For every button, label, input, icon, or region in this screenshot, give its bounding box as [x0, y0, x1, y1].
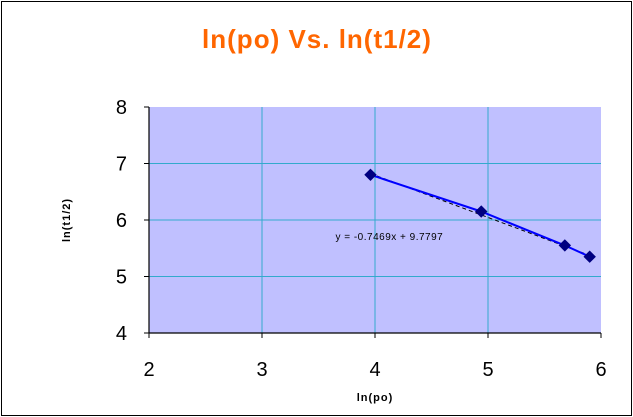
- y-tick-label: 5: [116, 267, 127, 289]
- data-point: [475, 205, 488, 218]
- trendline-equation: y = -0.7469x + 9.7797: [335, 232, 443, 243]
- x-tick-label: 5: [482, 359, 493, 381]
- y-tick-label: 7: [116, 154, 127, 176]
- x-axis-label: ln(po): [357, 392, 394, 404]
- data-point: [558, 239, 572, 252]
- x-tick-label: 6: [595, 359, 606, 381]
- data-point: [364, 168, 377, 182]
- y-tick-label: 8: [116, 97, 127, 119]
- tick-labels: 2 3 4 5 6 4 5 6 7 8: [116, 97, 607, 381]
- y-tick-label: 4: [116, 323, 127, 345]
- y-axis-label: ln(t1/2): [61, 198, 73, 242]
- axes: [144, 106, 602, 338]
- grid-lines: [149, 107, 601, 333]
- x-tick-label: 3: [256, 359, 267, 381]
- series-group: [364, 168, 596, 263]
- series-line: [370, 173, 591, 258]
- chart-title: ln(po) Vs. ln(t1/2): [202, 24, 432, 54]
- y-tick-label: 6: [116, 210, 127, 232]
- x-tick-label: 4: [369, 359, 380, 381]
- data-point: [583, 250, 596, 263]
- x-tick-label: 2: [143, 359, 154, 381]
